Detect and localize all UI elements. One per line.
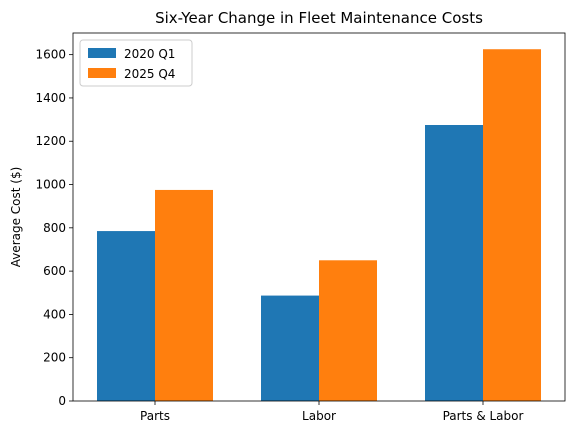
y-axis-label: Average Cost ($) <box>9 167 23 268</box>
y-tick-label: 1200 <box>35 134 66 148</box>
legend-label: 2025 Q4 <box>124 67 175 81</box>
legend: 2020 Q1 2025 Q4 <box>79 39 193 87</box>
legend-label: 2020 Q1 <box>124 47 175 61</box>
y-tick-label: 200 <box>43 351 66 365</box>
bar-labor-0 <box>261 295 319 401</box>
x-tick-label: Labor <box>302 409 336 423</box>
y-tick-label: 1400 <box>35 91 66 105</box>
legend-swatch <box>88 68 116 78</box>
y-tick-label: 800 <box>43 221 66 235</box>
y-tick-label: 600 <box>43 264 66 278</box>
y-tick-label: 0 <box>58 394 66 408</box>
plot-frame <box>72 32 566 402</box>
plot-area: Parts Labor Parts & Labor 0 200 400 600 800 1000… <box>35 32 566 423</box>
y-tick-label: 1000 <box>35 178 66 192</box>
x-tick-label: Parts & Labor <box>443 409 524 423</box>
y-tick-label: 1600 <box>35 48 66 62</box>
bar-parts-1 <box>155 189 213 401</box>
bar-parts-labor-1 <box>483 49 541 402</box>
legend-swatch <box>88 48 116 58</box>
bar-parts-0 <box>97 231 155 401</box>
bar-parts-labor-0 <box>425 125 483 401</box>
bar-labor-1 <box>319 260 377 401</box>
x-tick-label: Parts <box>140 409 170 423</box>
chart-title: Six-Year Change in Fleet Maintenance Cos… <box>155 9 483 27</box>
y-tick-label: 400 <box>43 307 66 321</box>
